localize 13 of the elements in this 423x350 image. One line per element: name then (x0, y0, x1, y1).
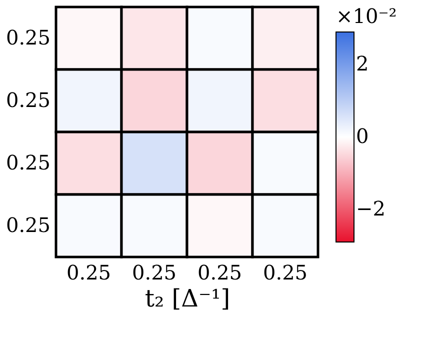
x-tick-label: 0.25 (132, 260, 177, 284)
x-axis-title: t₂ [Δ⁻¹] (144, 284, 230, 312)
color-bar-label: 2 (356, 52, 369, 76)
color-bar-title: ×10⁻² (336, 4, 397, 28)
color-bar-label: −2 (356, 196, 386, 220)
y-tick-label: 0.25 (6, 88, 50, 112)
y-tick-label: 0.25 (6, 150, 50, 174)
x-tick-label: 0.25 (262, 260, 308, 284)
y-tick-label: 0.25 (6, 212, 50, 237)
y-tick-label: 0.25 (6, 25, 50, 50)
x-tick-label: 0.25 (66, 260, 112, 284)
x-tick-label: 0.25 (197, 260, 242, 284)
color-bar-label: 0 (356, 124, 369, 148)
